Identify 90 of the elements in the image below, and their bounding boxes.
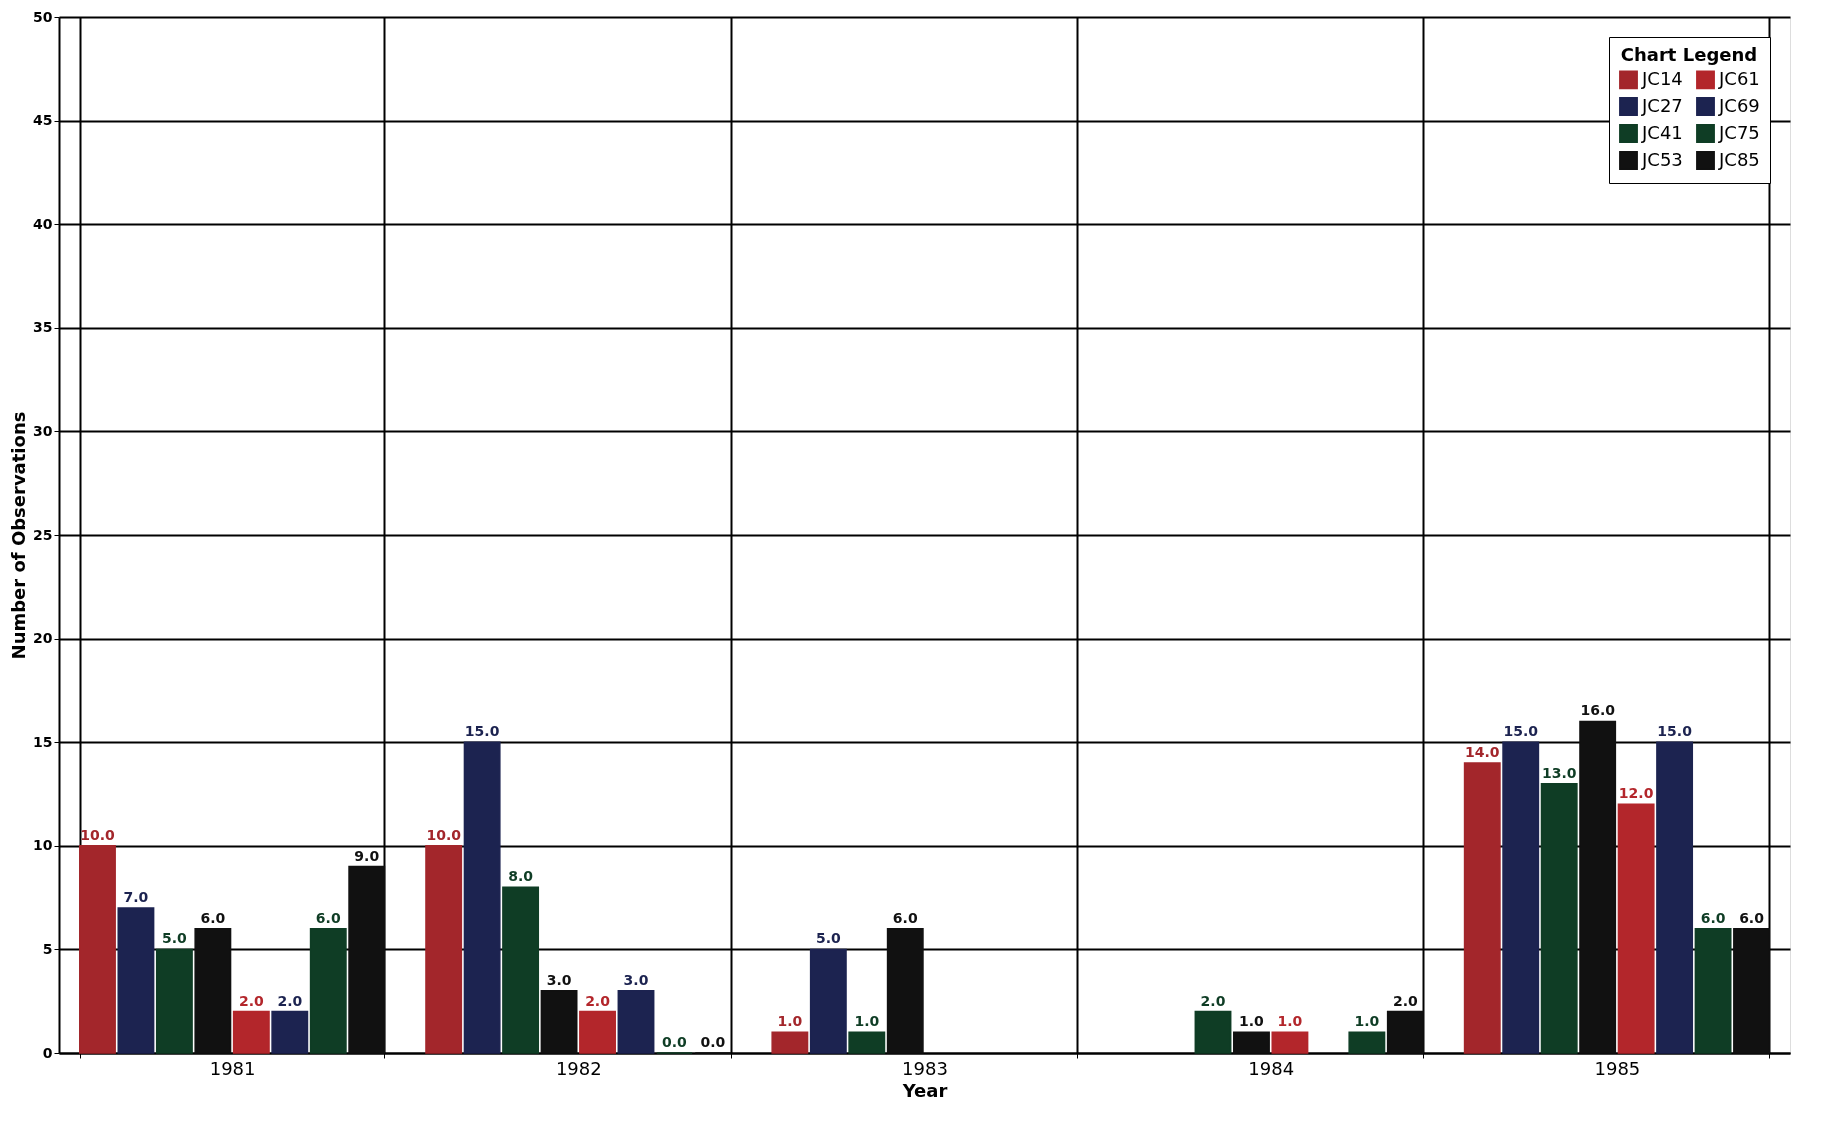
bar bbox=[1463, 762, 1501, 1054]
bar bbox=[1386, 1010, 1424, 1054]
x-tick-label: 1985 bbox=[1594, 1057, 1641, 1079]
bar bbox=[194, 927, 232, 1054]
x-tick-label: 1983 bbox=[902, 1057, 948, 1079]
data-label: 5.0 bbox=[815, 930, 841, 947]
bar bbox=[579, 1010, 616, 1054]
data-label: 7.0 bbox=[123, 888, 149, 905]
data-label: 3.0 bbox=[623, 971, 649, 988]
bar bbox=[348, 865, 386, 1054]
data-label: 3.0 bbox=[546, 971, 572, 988]
bar bbox=[117, 907, 155, 1054]
y-axis-title: Number of Observations bbox=[8, 411, 30, 660]
legend-label: JC69 bbox=[1718, 94, 1760, 116]
legend-label: JC14 bbox=[1641, 67, 1683, 89]
data-label: 5.0 bbox=[161, 930, 188, 947]
data-label: 14.0 bbox=[1464, 743, 1500, 760]
x-tick-label: 1981 bbox=[209, 1057, 256, 1079]
data-label: 16.0 bbox=[1580, 702, 1616, 719]
data-label: 8.0 bbox=[508, 868, 534, 885]
bar bbox=[1694, 927, 1732, 1054]
bar bbox=[1617, 803, 1655, 1054]
bar bbox=[1502, 741, 1540, 1054]
legend-label: JC41 bbox=[1641, 121, 1683, 143]
bar bbox=[271, 1010, 309, 1054]
y-tick-label: 30 bbox=[33, 422, 53, 439]
bar bbox=[1733, 927, 1770, 1054]
bar bbox=[886, 927, 924, 1054]
bar bbox=[425, 845, 463, 1054]
legend-label: JC85 bbox=[1718, 148, 1760, 170]
y-tick-label: 50 bbox=[33, 8, 53, 25]
legend-label: JC61 bbox=[1718, 67, 1760, 89]
data-label: 2.0 bbox=[277, 992, 303, 1009]
data-label: 2.0 bbox=[1392, 992, 1418, 1009]
bar bbox=[463, 741, 501, 1054]
bar bbox=[540, 990, 578, 1054]
legend-title: Chart Legend bbox=[1620, 44, 1758, 65]
data-label: 6.0 bbox=[1700, 909, 1726, 926]
legend-label: JC27 bbox=[1641, 94, 1683, 116]
data-label: 15.0 bbox=[464, 723, 500, 740]
data-label: 6.0 bbox=[892, 909, 918, 926]
bar bbox=[1194, 1010, 1232, 1054]
bar bbox=[502, 886, 540, 1054]
x-axis-title: Year bbox=[901, 1079, 948, 1101]
data-label: 6.0 bbox=[1739, 909, 1765, 926]
bar bbox=[1579, 720, 1617, 1054]
bar bbox=[1540, 782, 1578, 1054]
bar bbox=[1271, 1031, 1309, 1054]
y-tick-label: 0 bbox=[42, 1044, 53, 1061]
data-label: 15.0 bbox=[1657, 723, 1693, 740]
legend-label: JC75 bbox=[1718, 121, 1760, 143]
bar bbox=[617, 990, 655, 1054]
y-tick-label: 35 bbox=[33, 319, 53, 336]
data-label: 13.0 bbox=[1541, 764, 1577, 781]
legend-label: JC53 bbox=[1641, 148, 1683, 170]
y-tick-label: 5 bbox=[42, 940, 53, 957]
data-label: 2.0 bbox=[1200, 992, 1226, 1009]
y-tick-label: 25 bbox=[33, 526, 53, 543]
data-label: 12.0 bbox=[1618, 785, 1654, 802]
data-label: 2.0 bbox=[585, 992, 611, 1009]
bar bbox=[809, 948, 847, 1054]
y-tick-label: 15 bbox=[33, 733, 53, 750]
data-label: 10.0 bbox=[426, 826, 462, 843]
data-label: 15.0 bbox=[1503, 723, 1539, 740]
bar bbox=[771, 1031, 809, 1054]
y-tick-label: 40 bbox=[33, 215, 53, 232]
bar bbox=[1656, 741, 1694, 1054]
y-tick-label: 10 bbox=[33, 837, 53, 854]
bar bbox=[155, 948, 193, 1054]
bar bbox=[309, 927, 347, 1054]
x-tick-label: 1982 bbox=[555, 1057, 602, 1079]
data-label: 0.0 bbox=[662, 1034, 688, 1050]
data-label: 9.0 bbox=[354, 847, 380, 864]
bar bbox=[1233, 1031, 1270, 1054]
bar bbox=[1348, 1031, 1386, 1054]
bar bbox=[848, 1031, 886, 1054]
bar bbox=[79, 845, 116, 1054]
data-label: 2.0 bbox=[238, 992, 264, 1009]
data-label: 0.0 bbox=[700, 1034, 726, 1050]
y-tick-label: 45 bbox=[33, 112, 53, 129]
data-label: 1.0 bbox=[1277, 1013, 1303, 1030]
data-label: 6.0 bbox=[315, 909, 341, 926]
data-label: 1.0 bbox=[777, 1013, 803, 1030]
bar bbox=[232, 1010, 270, 1054]
data-label: 1.0 bbox=[1354, 1013, 1380, 1030]
data-label: 1.0 bbox=[854, 1013, 880, 1030]
x-tick-label: 1984 bbox=[1248, 1057, 1295, 1079]
data-label: 6.0 bbox=[200, 909, 226, 926]
y-tick-label: 20 bbox=[33, 630, 53, 647]
data-label: 1.0 bbox=[1239, 1013, 1265, 1030]
